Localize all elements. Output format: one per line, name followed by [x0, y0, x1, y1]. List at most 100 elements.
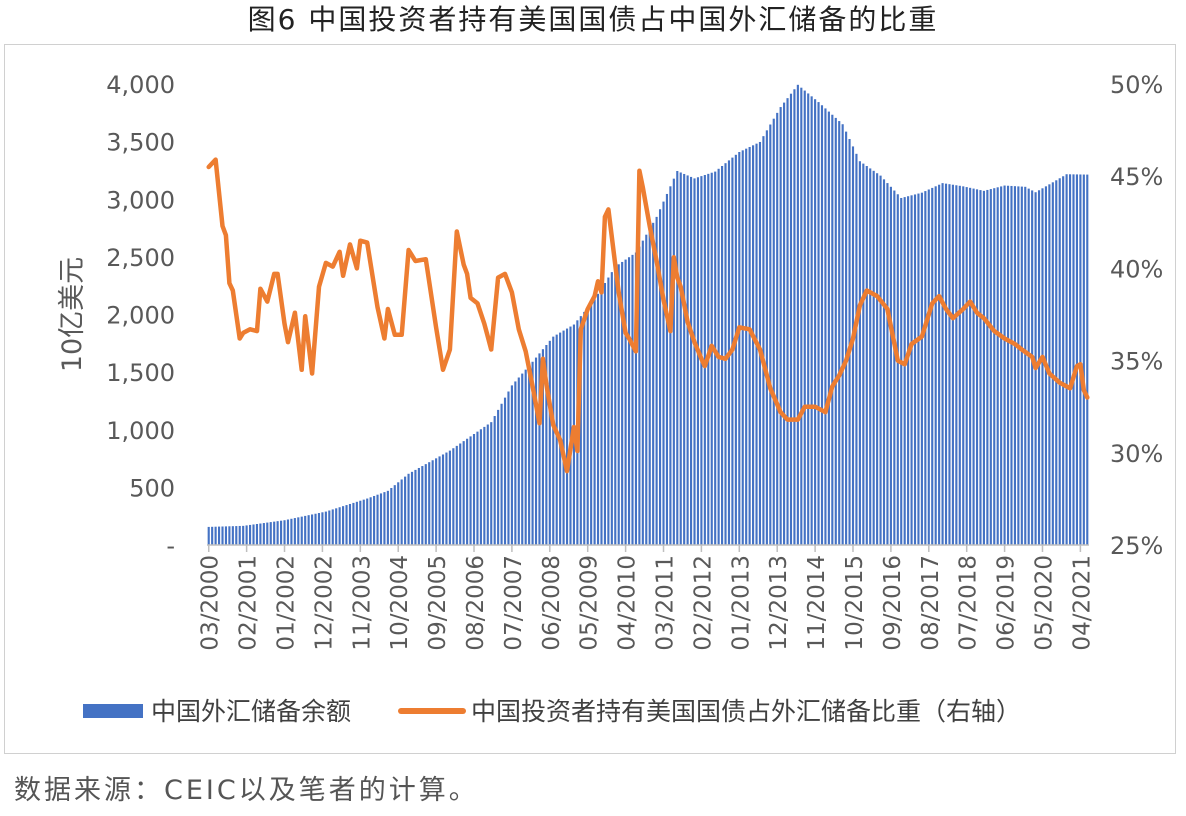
reserve-bar — [1079, 174, 1082, 545]
reserve-bar — [672, 178, 675, 545]
reserve-bar — [1031, 190, 1034, 545]
x-tick-label: 04/2021 — [1069, 555, 1095, 651]
reserve-bar — [324, 511, 327, 545]
x-tick-label: 07/2018 — [956, 555, 982, 651]
reserve-bar — [893, 190, 896, 545]
reserve-bar — [627, 257, 631, 545]
x-tick-label: 12/2013 — [766, 555, 792, 651]
reserve-bar — [531, 361, 534, 545]
reserve-bar — [245, 525, 248, 545]
reserve-bar — [507, 391, 510, 545]
reserve-bar — [448, 450, 451, 545]
reserve-bar — [858, 161, 861, 545]
reserve-bar — [1055, 180, 1058, 546]
axes: - 500 1,000 1,500 2,000 2,500 3,000 3,500 4,000 2… — [57, 71, 1163, 651]
reserve-bar — [1020, 186, 1023, 545]
right-y-tick-label: 45% — [1110, 163, 1163, 191]
reserve-bar — [211, 526, 214, 545]
reserve-bar — [745, 148, 748, 545]
reserve-bar — [962, 186, 965, 545]
reserve-bar — [624, 259, 627, 545]
reserve-bar — [900, 197, 903, 546]
reserve-bar — [407, 473, 410, 545]
reserve-bar — [379, 493, 383, 545]
right-y-tick-label: 50% — [1110, 71, 1163, 99]
reserve-bar — [869, 168, 872, 546]
x-tick-label: 05/2009 — [577, 555, 603, 651]
treasury-share-line — [206, 157, 1090, 474]
reserve-bar — [676, 171, 679, 545]
reserve-bar — [1065, 174, 1068, 546]
reserve-bar — [266, 522, 269, 545]
reserve-bar — [841, 124, 844, 545]
reserve-bar — [645, 234, 648, 545]
reserve-bar — [638, 246, 641, 545]
reserve-bar — [793, 89, 796, 545]
reserve-bar — [796, 84, 799, 545]
reserve-bar — [845, 131, 848, 545]
reserve-bar — [390, 487, 393, 545]
reserve-bar — [934, 186, 937, 546]
reserve-bar — [431, 460, 434, 545]
reserve-bar — [410, 471, 414, 545]
treasury-share-line-layer — [206, 157, 1090, 474]
reserve-bar — [765, 130, 768, 545]
reserve-bar — [814, 99, 817, 546]
reserve-bar — [862, 163, 865, 545]
reserve-bar — [472, 434, 476, 545]
reserve-bar — [924, 191, 927, 545]
reserve-bar — [348, 503, 352, 545]
reserve-bar — [1086, 174, 1089, 545]
reserve-bar — [500, 403, 503, 545]
left-y-tick-label: 4,000 — [106, 71, 175, 99]
reserve-bar — [386, 490, 389, 545]
legend-bar-swatch — [83, 704, 143, 718]
reserve-bar — [882, 179, 886, 545]
reserve-bar — [314, 513, 317, 545]
x-tick-label: 10/2015 — [842, 555, 868, 651]
reserve-bar — [590, 303, 593, 545]
x-tick-label: 08/2006 — [463, 555, 489, 651]
reserve-bar — [786, 98, 789, 546]
left-y-tick-label: 1,000 — [106, 417, 175, 445]
right-y-tick-label: 30% — [1110, 440, 1163, 468]
reserve-bar — [455, 445, 458, 545]
reserve-bar — [555, 334, 558, 545]
reserve-bar — [304, 515, 307, 545]
reserve-bar — [896, 194, 899, 545]
reserve-bar — [603, 282, 607, 545]
reserve-bar — [342, 506, 345, 545]
reserve-bar — [435, 458, 438, 545]
reserve-bar — [593, 299, 596, 545]
reserve-bar — [586, 307, 589, 545]
reserve-bar — [1013, 186, 1016, 546]
reserve-bar — [376, 494, 379, 545]
left-y-tick-label: 500 — [129, 474, 175, 502]
reserve-bar — [975, 189, 979, 545]
reserve-bar — [579, 316, 582, 545]
reserve-bar — [772, 118, 775, 545]
reserve-bar — [414, 469, 417, 545]
legend-bar-label: 中国外汇储备余额 — [151, 697, 351, 726]
reserve-bar — [1068, 174, 1072, 546]
reserve-bar — [1000, 186, 1003, 546]
reserve-bar — [920, 192, 923, 545]
reserve-bar — [545, 345, 548, 545]
reserve-bar — [476, 431, 479, 545]
reserve-bar — [948, 184, 951, 545]
reserve-bar — [951, 184, 954, 546]
x-tick-label: 03/2011 — [653, 555, 679, 651]
x-tick-label: 09/2016 — [880, 555, 906, 651]
reserve-bar — [710, 172, 713, 545]
reserve-bar — [369, 497, 372, 545]
reserve-bar — [876, 173, 879, 545]
legend: 中国外汇储备余额 中国投资者持有美国国债占外汇储备比重（右轴） — [83, 697, 1021, 726]
reserve-bar — [517, 377, 520, 545]
reserve-bar — [721, 165, 724, 545]
reserve-bar — [762, 136, 765, 545]
reserve-bar — [441, 454, 445, 545]
reserve-bar — [807, 93, 810, 545]
reserve-bar — [459, 443, 462, 545]
chart-frame: - 500 1,000 1,500 2,000 2,500 3,000 3,500 4,000 2… — [4, 44, 1176, 754]
reserve-bar — [903, 197, 906, 545]
